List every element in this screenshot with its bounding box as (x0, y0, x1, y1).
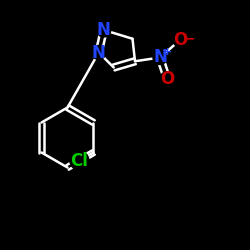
Circle shape (160, 72, 174, 86)
Circle shape (92, 46, 106, 60)
Circle shape (153, 50, 167, 64)
Text: Cl: Cl (70, 152, 88, 170)
Text: +: + (163, 47, 172, 57)
Text: N: N (153, 48, 167, 66)
Circle shape (173, 33, 187, 47)
Circle shape (70, 151, 89, 170)
Circle shape (97, 23, 111, 37)
Text: N: N (97, 21, 111, 39)
Text: N: N (92, 44, 106, 62)
Text: −: − (184, 31, 195, 45)
Text: O: O (173, 31, 187, 49)
Text: O: O (160, 70, 174, 88)
